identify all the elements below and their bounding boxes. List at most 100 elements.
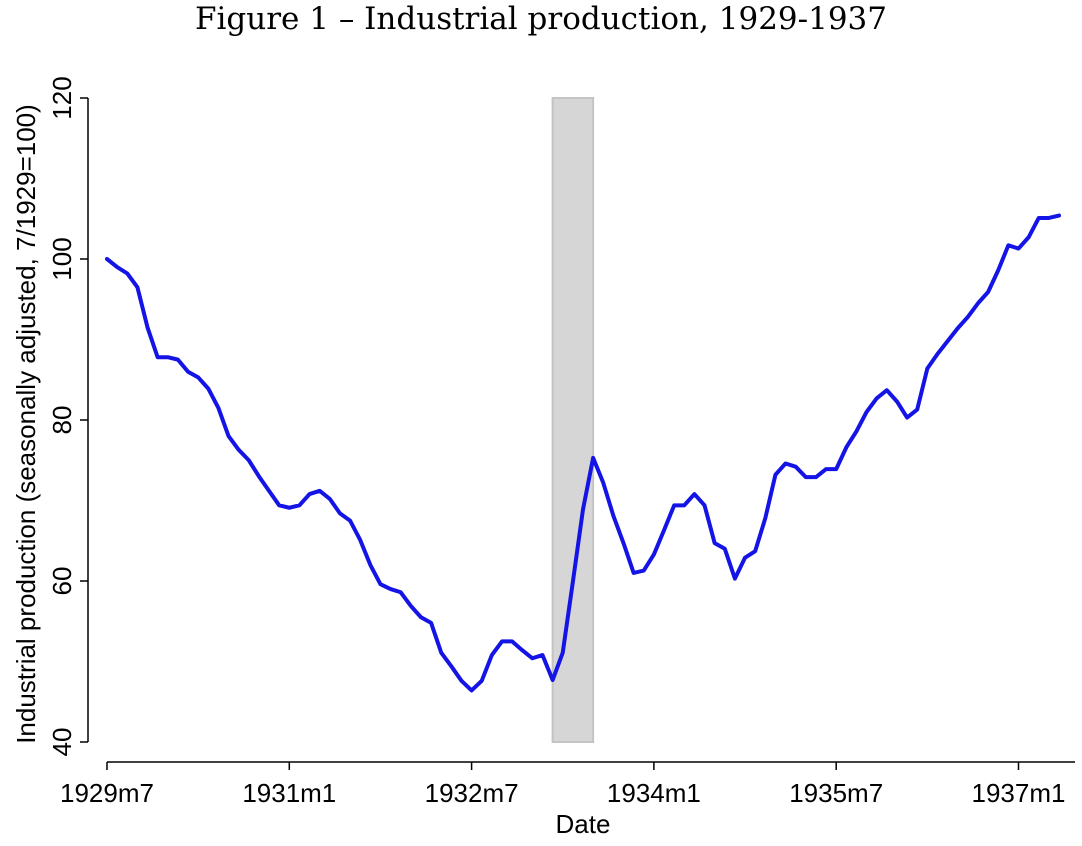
data-point: [1007, 244, 1010, 247]
data-point: [885, 389, 889, 392]
data-point: [227, 434, 230, 438]
data-point: [298, 504, 301, 507]
data-point: [713, 541, 716, 545]
y-tick-label: 60: [47, 567, 77, 596]
data-point: [429, 621, 433, 625]
data-point: [865, 410, 868, 414]
data-point: [703, 504, 706, 507]
y-axis-label: Industrial production (seasonally adjust…: [11, 104, 41, 744]
data-point: [632, 571, 635, 575]
data-point: [521, 649, 524, 652]
data-point: [784, 462, 787, 465]
data-point: [105, 257, 109, 261]
data-point: [642, 569, 645, 572]
data-point: [764, 517, 767, 520]
axes: 40 60 80 100 120 1929m7 1931m1 1932m7 1934m1 1935…: [47, 76, 1075, 808]
data-point: [794, 465, 797, 468]
data-point: [399, 591, 402, 594]
data-point: [126, 272, 129, 275]
chart-title: Figure 1 – Industrial production, 1929-1…: [195, 1, 887, 37]
data-point: [986, 290, 990, 294]
data-point: [308, 492, 311, 496]
data-point: [926, 367, 929, 370]
data-point: [136, 285, 139, 289]
data-point: [369, 563, 372, 567]
data-point: [662, 529, 666, 532]
data-point: [338, 512, 342, 515]
x-tick-label: 1934m1: [607, 778, 701, 808]
data-point: [207, 387, 210, 390]
y-tick-label: 80: [47, 406, 77, 435]
data-point: [348, 519, 352, 522]
data-point: [237, 448, 240, 451]
data-point: [1047, 216, 1051, 220]
data-point: [875, 397, 878, 400]
data-point: [774, 473, 777, 476]
data-point: [146, 326, 149, 329]
data-point: [905, 416, 909, 419]
data-point: [541, 653, 544, 657]
data-point: [1037, 216, 1040, 220]
data-point: [1017, 247, 1020, 250]
data-point: [743, 556, 747, 559]
data-point: [946, 339, 949, 343]
data-point: [591, 456, 595, 460]
data-point: [460, 679, 463, 683]
data-point: [753, 550, 757, 553]
data-point: [1057, 214, 1061, 217]
data-point: [916, 408, 919, 411]
data-point: [186, 370, 190, 373]
data-point: [824, 467, 828, 471]
data-point: [804, 475, 808, 479]
data-point: [895, 400, 899, 403]
x-tick-label: 1935m7: [789, 778, 883, 808]
data-point: [196, 376, 200, 379]
data-point: [672, 504, 676, 507]
x-tick-label: 1931m1: [242, 778, 336, 808]
data-point: [1027, 236, 1030, 239]
data-point: [602, 481, 605, 484]
data-point: [612, 514, 615, 517]
data-point: [622, 541, 625, 545]
y-tick-label: 100: [47, 237, 77, 280]
data-point: [277, 504, 281, 507]
data-point: [156, 356, 159, 359]
data-point: [652, 553, 656, 556]
data-point: [834, 467, 838, 471]
data-point: [247, 459, 250, 462]
data-point: [490, 653, 494, 657]
y-tick-label: 120: [47, 76, 77, 119]
shaded-period: [551, 97, 595, 743]
data-point: [551, 678, 554, 682]
data-point: [328, 497, 332, 501]
data-point: [997, 269, 1000, 272]
data-point: [855, 430, 858, 433]
data-point: [531, 657, 534, 660]
data-point: [956, 327, 959, 330]
data-point: [257, 475, 261, 478]
x-tick-label: 1929m7: [60, 778, 154, 808]
data-point: [166, 356, 169, 359]
data-point: [845, 446, 848, 449]
data-point: [693, 492, 696, 496]
data-point: [440, 651, 443, 654]
data-point: [561, 651, 564, 654]
data-point: [470, 689, 473, 692]
data-point: [176, 358, 180, 361]
data-point: [733, 577, 737, 580]
data-point: [389, 587, 392, 591]
x-tick-label: 1937m1: [972, 778, 1066, 808]
data-point: [966, 315, 970, 319]
data-point: [480, 679, 483, 683]
data-point: [936, 352, 939, 356]
data-point: [217, 406, 220, 410]
data-point: [318, 489, 321, 493]
data-point: [683, 504, 686, 507]
data-point: [450, 665, 453, 668]
data-point: [288, 506, 291, 509]
y-tick-label: 40: [47, 728, 77, 757]
data-point: [267, 489, 271, 493]
data-point: [581, 508, 585, 511]
data-point: [115, 265, 119, 269]
